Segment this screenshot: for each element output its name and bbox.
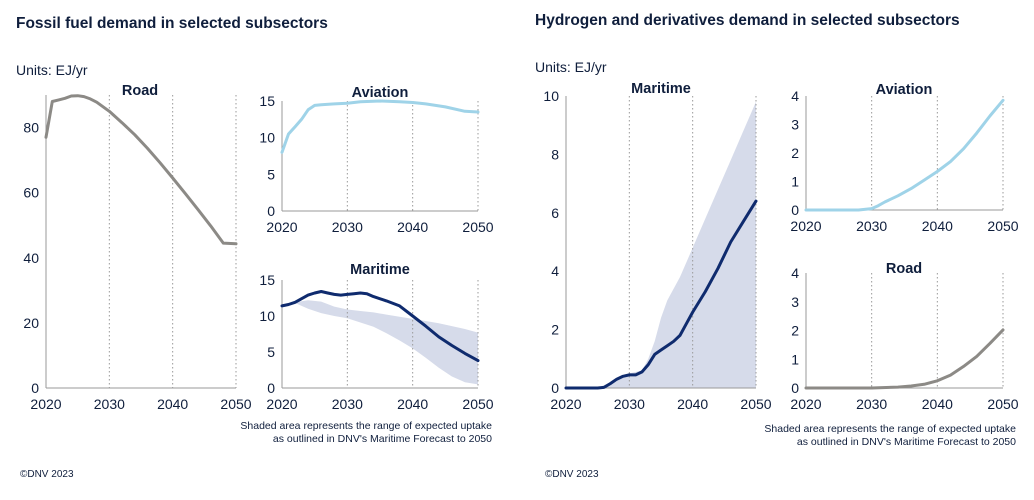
h2-maritime-x-tick-label: 2030 <box>614 396 645 412</box>
fossil-road-x-tick-label: 2030 <box>94 396 125 412</box>
h2-aviation-y-tick-label: 2 <box>791 145 799 161</box>
h2-maritime-x-tick-label: 2050 <box>740 396 771 412</box>
hydrogen-note-line-2: as outlined in DNV's Maritime Forecast t… <box>796 436 1016 448</box>
h2-road-x-tick-label: 2050 <box>987 396 1018 412</box>
fossil-maritime-y-tick-label: 10 <box>259 308 275 324</box>
fossil-note-line-1: Shaded area represents the range of expe… <box>240 420 492 432</box>
fossil-maritime-y-tick-label: 5 <box>267 344 275 360</box>
fossil-shading-note: Shaded area represents the range of expe… <box>240 420 492 446</box>
fossil-aviation-x-tick-label: 2050 <box>462 219 493 235</box>
fossil-aviation-series-line <box>280 99 480 154</box>
fossil-maritime-series-line <box>280 290 480 363</box>
h2-aviation-series-line <box>804 98 1005 212</box>
fossil-aviation-x-tick-label: 2030 <box>332 219 363 235</box>
h2-maritime-x-tick-label: 2040 <box>677 396 708 412</box>
fossil-aviation-y-tick-label: 5 <box>267 166 275 182</box>
fossil-road-series-line <box>44 94 238 246</box>
h2-aviation-x-tick-label: 2020 <box>790 218 821 234</box>
fossil-maritime-y-tick-label: 15 <box>259 272 275 288</box>
fossil-road-x-tick-label: 2050 <box>220 396 251 412</box>
h2-maritime-x-tick-label: 2020 <box>550 396 581 412</box>
fossil-road-y-tick-label: 40 <box>23 250 39 266</box>
h2-maritime-y-tick-label: 8 <box>551 146 559 162</box>
h2-road-x-tick-label: 2020 <box>790 396 821 412</box>
hydrogen-section-title: Hydrogen and derivatives demand in selec… <box>535 12 960 29</box>
h2-aviation-y-tick-label: 0 <box>791 202 799 218</box>
fossil-aviation-panel-title: Aviation <box>352 85 409 101</box>
h2-maritime-uptake-range-band <box>566 101 756 389</box>
fossil-road-y-tick-label: 60 <box>23 185 39 201</box>
fossil-note-line-2: as outlined in DNV's Maritime Forecast t… <box>272 433 492 445</box>
h2-maritime-y-tick-label: 2 <box>551 322 559 338</box>
hydrogen-units-label: Units: EJ/yr <box>535 59 607 75</box>
hydrogen-maritime-chart: 0 2 4 6 8 10 2020 2030 2040 2050 Maritime <box>543 81 771 412</box>
h2-maritime-panel-title: Maritime <box>631 81 691 97</box>
hydrogen-note-line-1: Shaded area represents the range of expe… <box>764 423 1016 435</box>
h2-road-y-tick-label: 2 <box>791 323 799 339</box>
fossil-units-label: Units: EJ/yr <box>16 62 88 78</box>
h2-road-x-tick-label: 2030 <box>856 396 887 412</box>
h2-maritime-y-tick-label: 4 <box>551 263 559 279</box>
hydrogen-road-chart: 0 1 2 3 4 2020 2030 2040 2050 Road <box>790 261 1018 412</box>
fossil-section-title: Fossil fuel demand in selected subsector… <box>16 15 328 32</box>
h2-road-y-tick-label: 3 <box>791 294 799 310</box>
h2-aviation-y-tick-label: 4 <box>791 88 799 104</box>
fossil-aviation-y-tick-label: 0 <box>267 203 275 219</box>
fossil-road-panel-title: Road <box>122 83 158 99</box>
h2-road-y-tick-label: 0 <box>791 380 799 396</box>
fossil-maritime-x-tick-label: 2050 <box>462 396 493 412</box>
h2-maritime-y-tick-label: 10 <box>543 88 559 104</box>
fossil-maritime-y-tick-label: 0 <box>267 380 275 396</box>
fossil-road-y-tick-label: 0 <box>31 380 39 396</box>
h2-road-series-line <box>804 328 1005 390</box>
h2-maritime-y-tick-label: 6 <box>551 205 559 221</box>
h2-aviation-x-tick-label: 2030 <box>856 218 887 234</box>
fossil-aviation-y-tick-label: 10 <box>259 130 275 146</box>
h2-road-x-tick-label: 2040 <box>922 396 953 412</box>
h2-maritime-y-tick-label: 0 <box>551 380 559 396</box>
hydrogen-copyright: ©DNV 2023 <box>545 469 599 480</box>
h2-aviation-x-tick-label: 2050 <box>987 218 1018 234</box>
fossil-aviation-x-tick-label: 2040 <box>397 219 428 235</box>
h2-road-panel-title: Road <box>886 261 922 277</box>
h2-aviation-panel-title: Aviation <box>876 82 933 98</box>
fossil-maritime-chart: 0 5 10 15 2020 2030 2040 2050 Maritime <box>259 262 493 412</box>
h2-maritime-series-line <box>564 199 758 390</box>
fossil-maritime-uptake-range-band <box>282 300 478 385</box>
fossil-maritime-x-tick-label: 2040 <box>397 396 428 412</box>
hydrogen-shading-note: Shaded area represents the range of expe… <box>764 423 1016 449</box>
h2-aviation-y-tick-label: 1 <box>791 174 799 190</box>
fossil-copyright: ©DNV 2023 <box>20 469 74 480</box>
fossil-road-x-tick-label: 2020 <box>30 396 61 412</box>
hydrogen-aviation-chart: 0 1 2 3 4 2020 2030 2040 2050 Aviation <box>790 82 1018 234</box>
fossil-aviation-x-tick-label: 2020 <box>266 219 297 235</box>
h2-road-y-tick-label: 1 <box>791 351 799 367</box>
fossil-aviation-y-tick-label: 15 <box>259 93 275 109</box>
h2-road-y-tick-label: 4 <box>791 265 799 281</box>
h2-aviation-x-tick-label: 2040 <box>922 218 953 234</box>
fossil-maritime-panel-title: Maritime <box>350 262 410 278</box>
h2-aviation-y-tick-label: 3 <box>791 117 799 133</box>
fossil-aviation-chart: 0 5 10 15 2020 2030 2040 2050 Aviation <box>259 85 493 235</box>
fossil-maritime-x-tick-label: 2030 <box>332 396 363 412</box>
fossil-road-y-tick-label: 20 <box>23 315 39 331</box>
fossil-road-x-tick-label: 2040 <box>157 396 188 412</box>
fossil-road-y-tick-label: 80 <box>23 120 39 136</box>
fossil-maritime-x-tick-label: 2020 <box>266 396 297 412</box>
